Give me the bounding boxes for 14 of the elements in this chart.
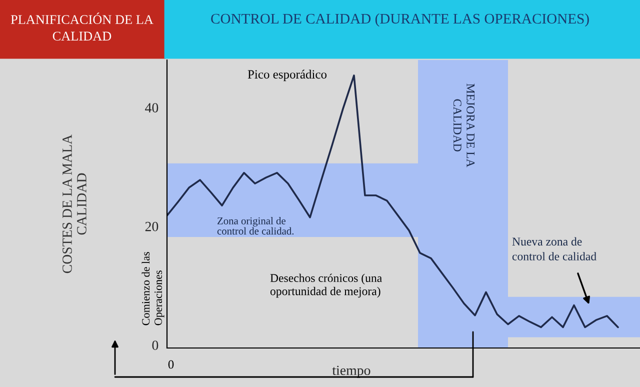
annotation: MEJORA DE LA CALIDAD [453,84,475,168]
annotation: Pico esporádico [248,70,327,82]
x-axis-title: tiempo [332,366,370,378]
text: Comienzo de las Operaciones [142,252,164,326]
y-tick-label: 40 [145,103,158,112]
text: 0 [168,360,174,369]
chart-title: CONTROL DE CALIDAD (DURANTE LAS OPERACIONES) [211,13,589,27]
y-axis-title: COSTES DE LA MALA CALIDAD [62,134,86,274]
chart-subtitle: PLANIFICACIÓN DE LA CALIDAD [10,12,154,41]
y-tick-label: 0 [152,340,158,350]
band-label: Zona original de control de calidad. [217,217,294,235]
y-tick-label: 20 [145,222,158,232]
annotation: Desechos crónicos (una oportunidad de mejora) [270,274,382,298]
band-label: Nueva zona de control de calidad [512,237,596,260]
